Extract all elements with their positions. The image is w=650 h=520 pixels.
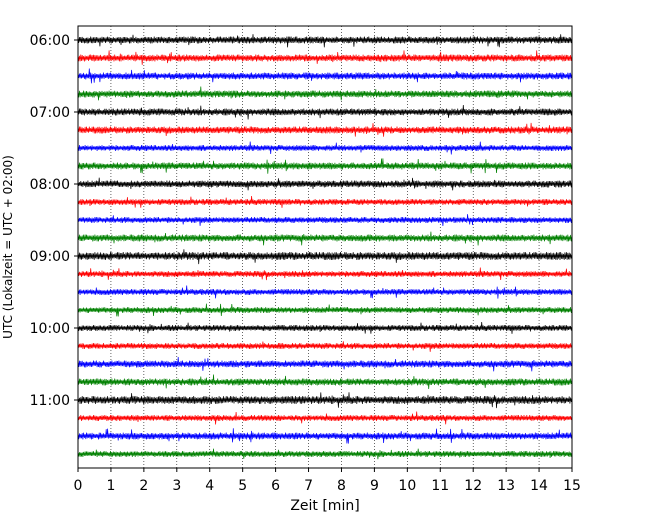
x-tick-label: 7: [304, 478, 313, 494]
seismic-traces: [77, 34, 573, 460]
plot-frame: [77, 25, 573, 469]
y-tick-label: 09:00: [30, 249, 70, 265]
x-tick-label: 10: [398, 478, 416, 494]
trace-0600: [77, 34, 573, 48]
trace-0830: [77, 214, 573, 227]
x-axis-ticks: 0 1 2 3 4 5 6 7 8 9 10 11 12 13 14 15: [74, 468, 581, 494]
x-tick-label: 8: [337, 478, 346, 494]
y-tick-label: 08:00: [30, 177, 70, 193]
trace-0715: [77, 122, 573, 137]
trace-0615: [77, 50, 573, 65]
x-tick-label: 9: [370, 478, 379, 494]
y-tick-label: 10:00: [30, 321, 70, 337]
trace-0645: [77, 86, 573, 101]
x-tick-label: 13: [497, 478, 515, 494]
trace-0845: [77, 231, 573, 246]
y-axis-label: UTC (Lokalzeit = UTC + 02:00): [1, 155, 15, 339]
x-axis-label: Zeit [min]: [290, 498, 359, 514]
y-tick-label: 06:00: [30, 33, 70, 49]
trace-0800: [77, 177, 573, 191]
x-tick-label: 12: [464, 478, 482, 494]
x-tick-label: 15: [563, 478, 581, 494]
trace-0815: [77, 195, 573, 208]
trace-0730: [77, 141, 573, 155]
x-tick-label: 2: [139, 478, 148, 494]
y-tick-label: 11:00: [30, 393, 70, 409]
x-tick-label: 6: [271, 478, 280, 494]
x-tick-label: 14: [530, 478, 548, 494]
trace-1030: [77, 356, 573, 372]
x-tick-label: 3: [172, 478, 181, 494]
x-tick-label: 1: [106, 478, 115, 494]
x-tick-label: 0: [74, 478, 83, 494]
x-tick-label: 5: [238, 478, 247, 494]
y-axis-ticks: 06:00 07:00 08:00 09:00 10:00 11:00: [30, 33, 78, 409]
x-tick-label: 11: [431, 478, 449, 494]
y-tick-label: 07:00: [30, 105, 70, 121]
x-tick-label: 4: [205, 478, 214, 494]
trace-0745: [77, 158, 573, 174]
trace-0900: [77, 249, 573, 265]
